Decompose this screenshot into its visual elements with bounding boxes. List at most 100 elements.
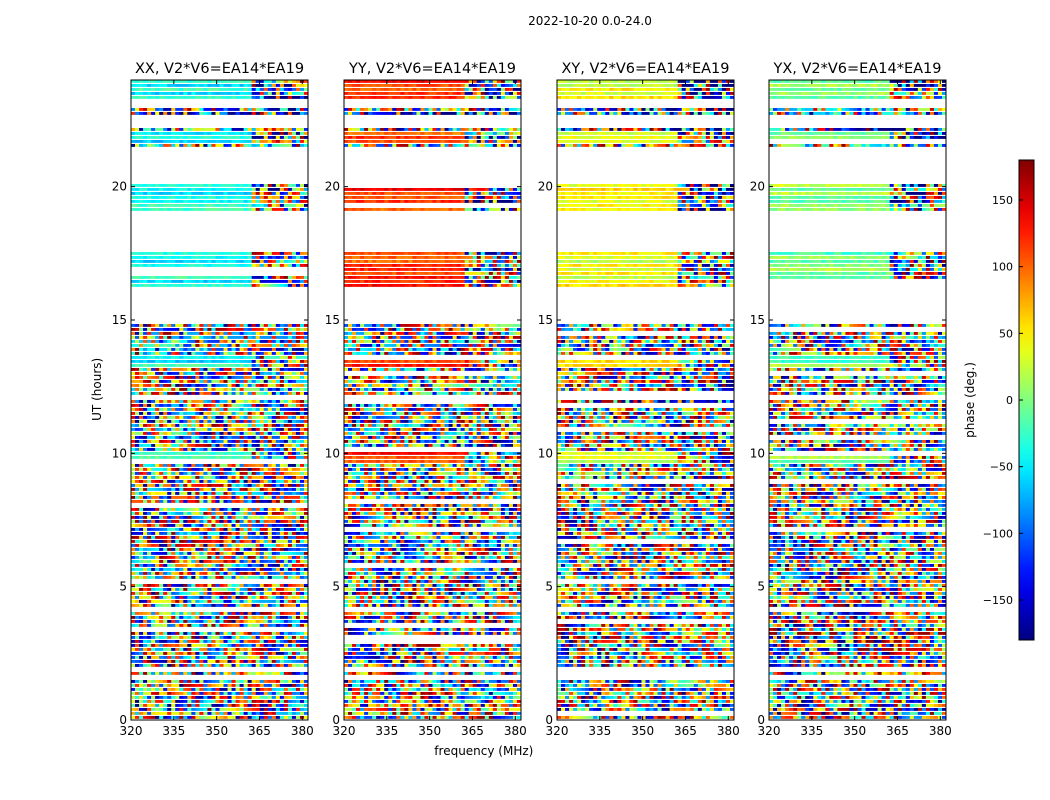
heatmap-cell: [179, 436, 184, 439]
heatmap-cell: [271, 572, 277, 575]
heatmap-cell: [287, 376, 293, 379]
heatmap-cell: [151, 356, 156, 359]
heatmap-cell: [207, 468, 212, 471]
heatmap-cell: [271, 680, 277, 683]
heatmap-cell: [147, 432, 152, 435]
heatmap-cell: [195, 336, 200, 339]
heatmap-cell: [187, 568, 192, 571]
heatmap-cell: [135, 92, 140, 95]
heatmap-cell: [135, 704, 140, 707]
heatmap-cell: [163, 408, 168, 411]
heatmap-cell: [211, 596, 216, 599]
heatmap-cell: [219, 184, 224, 187]
heatmap-cell: [271, 448, 277, 451]
heatmap-cell: [243, 612, 248, 615]
heatmap-cell: [271, 192, 277, 195]
heatmap-cell: [291, 548, 297, 551]
heatmap-cell: [267, 512, 273, 515]
heatmap-cell: [135, 488, 140, 491]
heatmap-cell: [251, 264, 256, 267]
heatmap-cell: [279, 660, 285, 663]
heatmap-cell: [167, 520, 172, 523]
heatmap-cell: [139, 688, 144, 691]
heatmap-cell: [287, 328, 293, 331]
heatmap-cell: [211, 648, 216, 651]
heatmap-cell: [183, 632, 188, 635]
heatmap-cell: [171, 664, 176, 667]
heatmap-cell: [159, 420, 164, 423]
heatmap-cell: [283, 688, 289, 691]
heatmap-cell: [299, 344, 305, 347]
heatmap-cell: [139, 88, 144, 91]
heatmap-cell: [239, 140, 244, 143]
heatmap-cell: [295, 348, 301, 351]
heatmap-cell: [207, 112, 212, 115]
heatmap-cell: [247, 368, 252, 371]
heatmap-cell: [171, 412, 176, 415]
heatmap-cell: [179, 404, 184, 407]
heatmap-cell: [231, 508, 236, 511]
heatmap-cell: [275, 132, 281, 135]
heatmap-cell: [287, 448, 293, 451]
heatmap-cell: [203, 84, 208, 87]
heatmap-cell: [167, 524, 172, 527]
heatmap-cell: [275, 184, 281, 187]
heatmap-cell: [227, 644, 232, 647]
heatmap-cell: [163, 596, 168, 599]
heatmap-cell: [219, 388, 224, 391]
heatmap-cell: [199, 400, 204, 403]
heatmap-cell: [243, 80, 248, 83]
heatmap-cell: [235, 92, 240, 95]
heatmap-cell: [151, 280, 156, 283]
heatmap-cell: [163, 612, 168, 615]
heatmap-cell: [207, 492, 212, 495]
heatmap-cell: [287, 536, 293, 539]
heatmap-cell: [167, 252, 172, 255]
heatmap-cell: [167, 436, 172, 439]
heatmap-cell: [207, 340, 212, 343]
heatmap-cell: [135, 284, 140, 287]
heatmap-cell: [207, 488, 212, 491]
heatmap-cell: [283, 252, 289, 255]
heatmap-cell: [135, 452, 140, 455]
heatmap-cell: [275, 112, 281, 115]
heatmap-cell: [143, 612, 148, 615]
heatmap-cell: [195, 384, 200, 387]
heatmap-cell: [223, 664, 228, 667]
heatmap-cell: [195, 188, 200, 191]
heatmap-cell: [247, 384, 252, 387]
heatmap-cell: [275, 432, 281, 435]
heatmap-cell: [223, 208, 228, 211]
heatmap-cell: [283, 648, 289, 651]
heatmap-cell: [143, 568, 148, 571]
heatmap-cell: [263, 496, 269, 499]
heatmap-cell: [167, 600, 172, 603]
heatmap-cell: [211, 560, 216, 563]
heatmap-cell: [239, 408, 244, 411]
heatmap-cell: [191, 140, 196, 143]
heatmap-cell: [143, 520, 148, 523]
heatmap-cell: [179, 536, 184, 539]
heatmap-cell: [219, 428, 224, 431]
heatmap-cell: [187, 500, 192, 503]
heatmap-cell: [211, 256, 216, 259]
heatmap-cell: [179, 352, 184, 355]
heatmap-cell: [143, 536, 148, 539]
heatmap-cell: [131, 688, 136, 691]
heatmap-cell: [199, 420, 204, 423]
heatmap-cell: [171, 188, 176, 191]
heatmap-cell: [163, 536, 168, 539]
heatmap-cell: [255, 600, 261, 603]
heatmap-cell: [143, 432, 148, 435]
heatmap-cell: [155, 540, 160, 543]
heatmap-cell: [171, 260, 176, 263]
heatmap-cell: [219, 500, 224, 503]
heatmap-cell: [163, 540, 168, 543]
heatmap-cell: [295, 636, 301, 639]
heatmap-cell: [203, 136, 208, 139]
heatmap-cell: [143, 336, 148, 339]
heatmap-cell: [219, 324, 224, 327]
heatmap-cell: [271, 588, 277, 591]
heatmap-cell: [227, 452, 232, 455]
heatmap-cell: [251, 448, 256, 451]
